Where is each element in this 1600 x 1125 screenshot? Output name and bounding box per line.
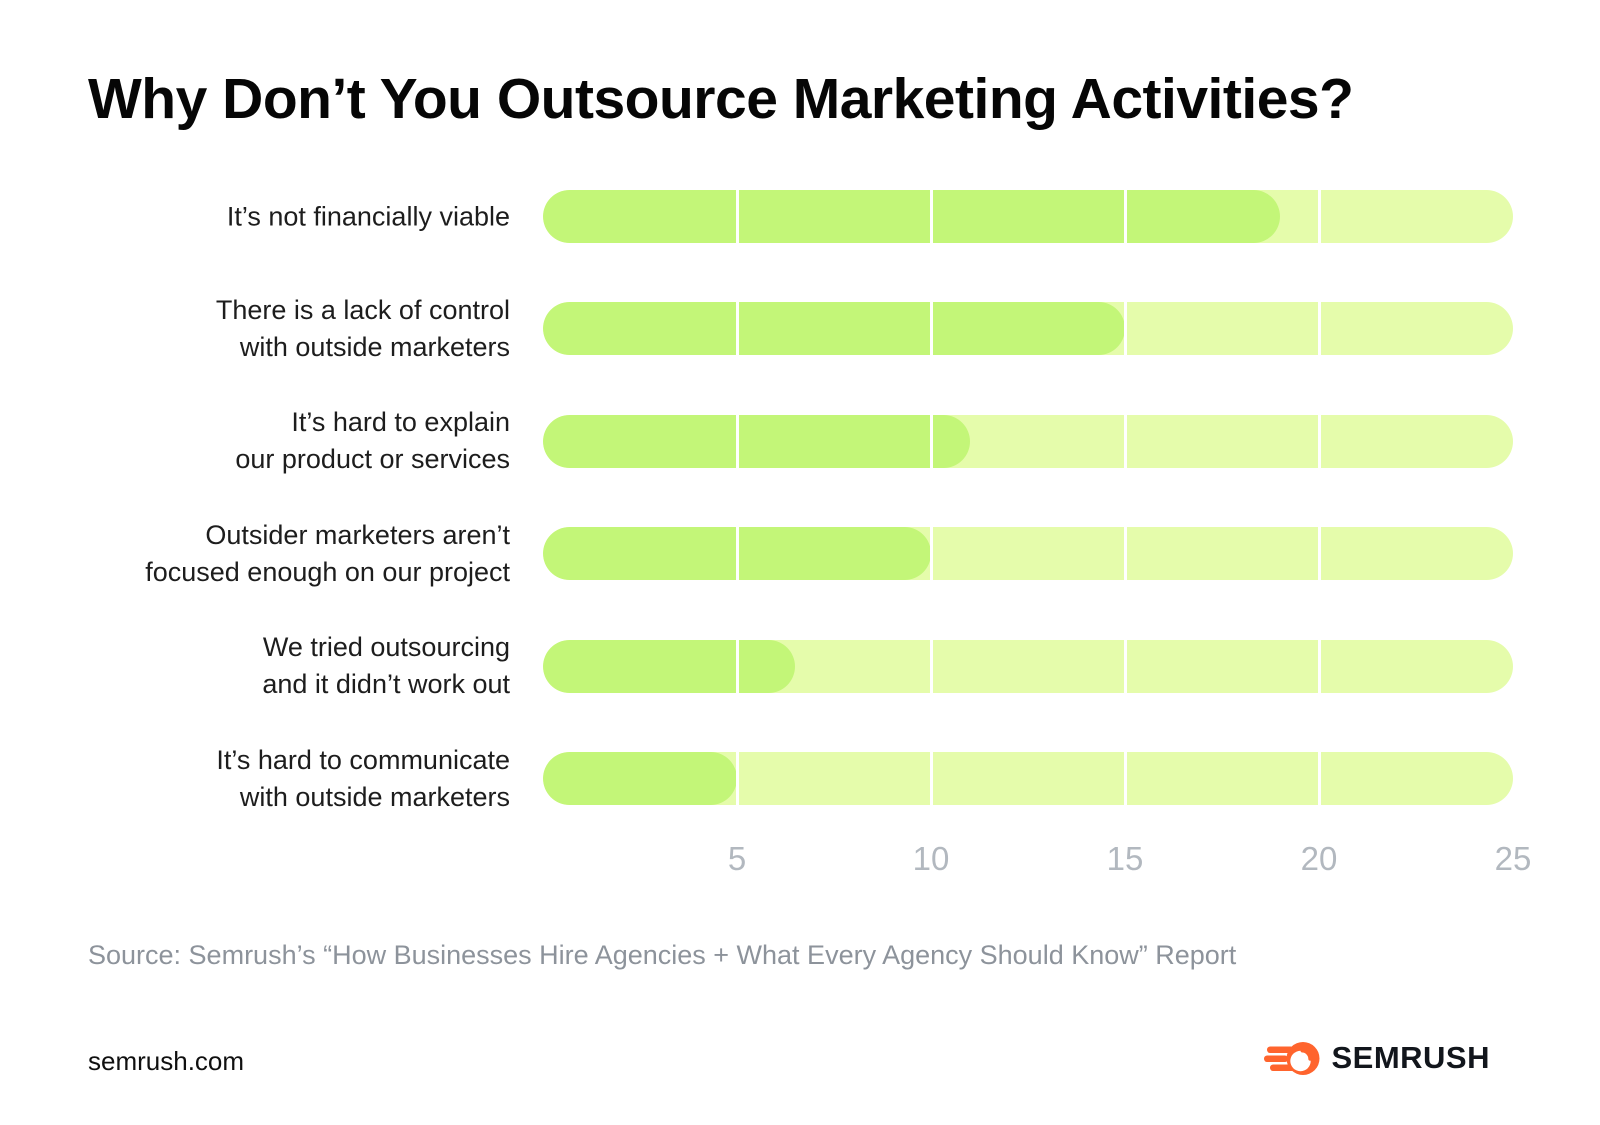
gridline [1123,302,1127,356]
bar-track [543,414,1513,468]
gridline [1317,639,1321,693]
category-label: Outsider marketers aren’t focused enough … [145,519,510,587]
x-tick-label: 10 [912,840,950,877]
bar-track [543,752,1513,805]
bar-fill [543,639,796,693]
gridline [929,414,933,468]
brand-name: SEMRUSH [1331,1040,1490,1075]
chart-row: It’s hard to explain our product or servi… [0,407,1600,474]
gridline [735,752,739,805]
chart-title: Why Don’t You Outsource Marketing Activi… [88,67,1354,131]
x-tick-label: 15 [1106,840,1144,877]
chart-row: There is a lack of control with outside m… [0,295,1600,362]
gridline [735,414,739,468]
gridline [929,752,933,805]
website-link[interactable]: semrush.com [88,1046,245,1076]
x-tick-label: 20 [1300,840,1338,877]
bar-fill [543,302,1125,356]
category-label: There is a lack of control with outside m… [215,294,510,362]
gridline [1123,414,1127,468]
source-note: Source: Semrush’s “How Businesses Hire A… [88,940,1237,970]
bar-track [543,190,1513,243]
bar-track [543,527,1513,581]
semrush-logo: SEMRUSH [1264,1038,1490,1078]
chart-row: We tried outsourcing and it didn’t work o… [0,632,1600,699]
semrush-fireball-icon [1264,1038,1322,1078]
x-tick-label: 5 [727,840,747,877]
bar-track [543,302,1513,356]
bar-track [543,639,1513,693]
gridline [1123,527,1127,581]
chart-row: Outsider marketers aren’t focused enough … [0,520,1600,587]
gridline [929,302,933,356]
gridline [929,190,933,243]
gridline [929,527,933,581]
chart-row: It’s hard to communicate with outside mar… [0,745,1600,812]
bar-chart: It’s not financially viable There is a la… [0,190,1600,870]
gridline [735,639,739,693]
gridline [1317,190,1321,243]
bar-fill [543,190,1281,243]
gridline [735,190,739,243]
bar-fill [543,752,737,805]
category-label: It’s not financially viable [226,201,510,231]
gridline [1317,752,1321,805]
gridline [1123,190,1127,243]
gridline [1317,527,1321,581]
gridline [1123,752,1127,805]
category-label: We tried outsourcing and it didn’t work o… [262,632,510,700]
gridline [1317,414,1321,468]
category-label: It’s hard to explain our product or servi… [235,407,510,475]
gridline [735,527,739,581]
gridline [1123,639,1127,693]
x-tick-label: 25 [1494,840,1532,877]
bar-fill [543,414,970,468]
gridline [1317,302,1321,356]
category-label: It’s hard to communicate with outside mar… [216,744,510,812]
gridline [929,639,933,693]
chart-row: It’s not financially viable [0,190,1600,243]
gridline [735,302,739,356]
